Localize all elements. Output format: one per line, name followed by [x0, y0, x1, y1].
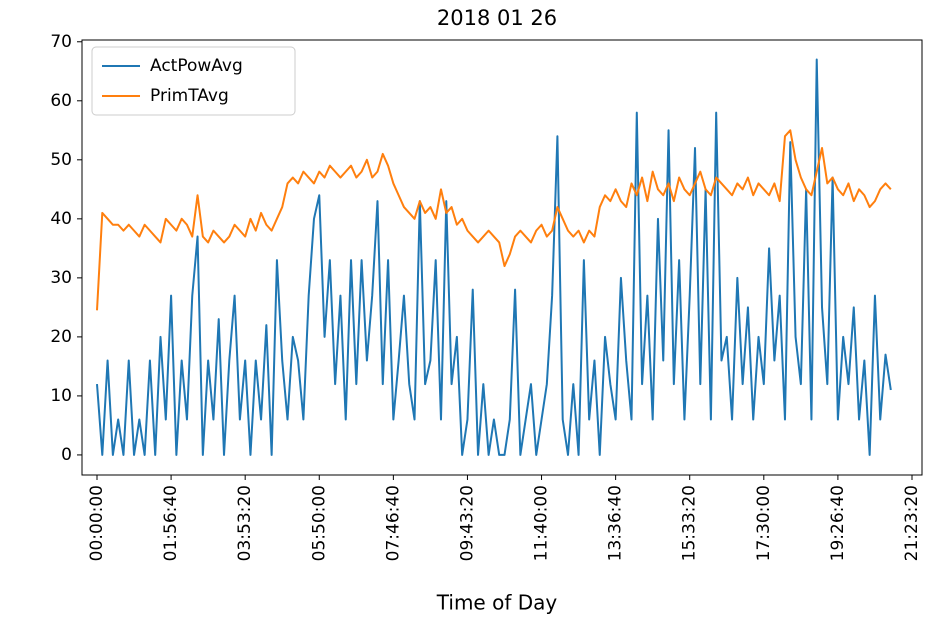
line-series: [95, 129, 892, 311]
y-tick-label: 50: [50, 150, 72, 170]
x-tick-label: 19:26:40: [828, 485, 848, 561]
x-tick-label: 05:50:00: [309, 485, 329, 561]
y-tick-label: 20: [50, 327, 72, 347]
y-tick-label: 30: [50, 268, 72, 288]
x-axis-label: Time of Day: [436, 591, 558, 615]
x-tick-label: 03:53:20: [235, 485, 255, 561]
y-tick-label: 70: [50, 32, 72, 52]
legend-label: ActPowAvg: [150, 56, 243, 76]
legend-box: [91, 46, 296, 116]
x-tick-label: 13:36:40: [606, 485, 626, 561]
line-series: [96, 58, 892, 456]
plot-frame: [81, 39, 923, 476]
y-tick-label: 60: [50, 91, 72, 111]
x-tick-label: 11:40:00: [532, 485, 552, 561]
x-tick-label: 01:56:40: [161, 485, 181, 561]
x-tick-label: 00:00:00: [87, 485, 107, 561]
x-tick-label: 17:30:00: [754, 485, 774, 561]
y-tick-label: 40: [50, 209, 72, 229]
y-tick-label: 10: [50, 386, 72, 406]
y-tick-label: 0: [61, 445, 72, 465]
x-tick-label: 15:33:20: [680, 485, 700, 561]
x-tick-label: 21:23:20: [902, 485, 922, 561]
x-tick-label: 07:46:40: [383, 485, 403, 561]
legend-label: PrimTAvg: [150, 86, 229, 106]
x-tick-label: 09:43:20: [457, 485, 477, 561]
chart-title: 2018 01 26: [437, 6, 557, 30]
